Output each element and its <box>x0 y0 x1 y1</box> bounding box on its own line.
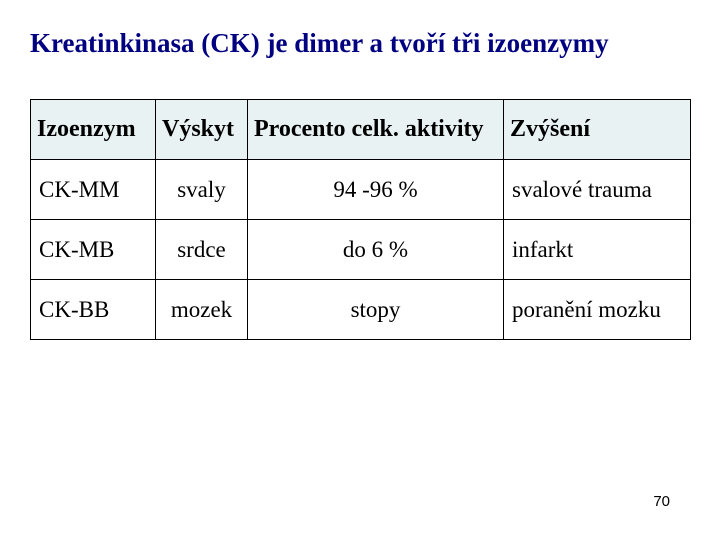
table-row: CK-MB srdce do 6 % infarkt <box>31 220 691 280</box>
cell-procento: stopy <box>248 280 504 340</box>
cell-vyskyt: svaly <box>156 160 248 220</box>
table-header-row: Izoenzym Výskyt Procento celk. aktivity … <box>31 100 691 160</box>
col-header-procento: Procento celk. aktivity <box>248 100 504 160</box>
isoenzyme-table: Izoenzym Výskyt Procento celk. aktivity … <box>30 99 691 340</box>
cell-zvyseni: poranění mozku <box>504 280 691 340</box>
page-number: 70 <box>653 493 670 510</box>
cell-vyskyt: srdce <box>156 220 248 280</box>
cell-izoenzym: CK-BB <box>31 280 156 340</box>
col-header-vyskyt: Výskyt <box>156 100 248 160</box>
cell-izoenzym: CK-MB <box>31 220 156 280</box>
page-title: Kreatinkinasa (CK) je dimer a tvoří tři … <box>30 28 690 59</box>
slide: Kreatinkinasa (CK) je dimer a tvoří tři … <box>0 0 720 540</box>
cell-vyskyt: mozek <box>156 280 248 340</box>
table-row: CK-BB mozek stopy poranění mozku <box>31 280 691 340</box>
table-row: CK-MM svaly 94 -96 % svalové trauma <box>31 160 691 220</box>
cell-izoenzym: CK-MM <box>31 160 156 220</box>
col-header-zvyseni: Zvýšení <box>504 100 691 160</box>
col-header-izoenzym: Izoenzym <box>31 100 156 160</box>
cell-procento: do 6 % <box>248 220 504 280</box>
cell-procento: 94 -96 % <box>248 160 504 220</box>
cell-zvyseni: svalové trauma <box>504 160 691 220</box>
cell-zvyseni: infarkt <box>504 220 691 280</box>
